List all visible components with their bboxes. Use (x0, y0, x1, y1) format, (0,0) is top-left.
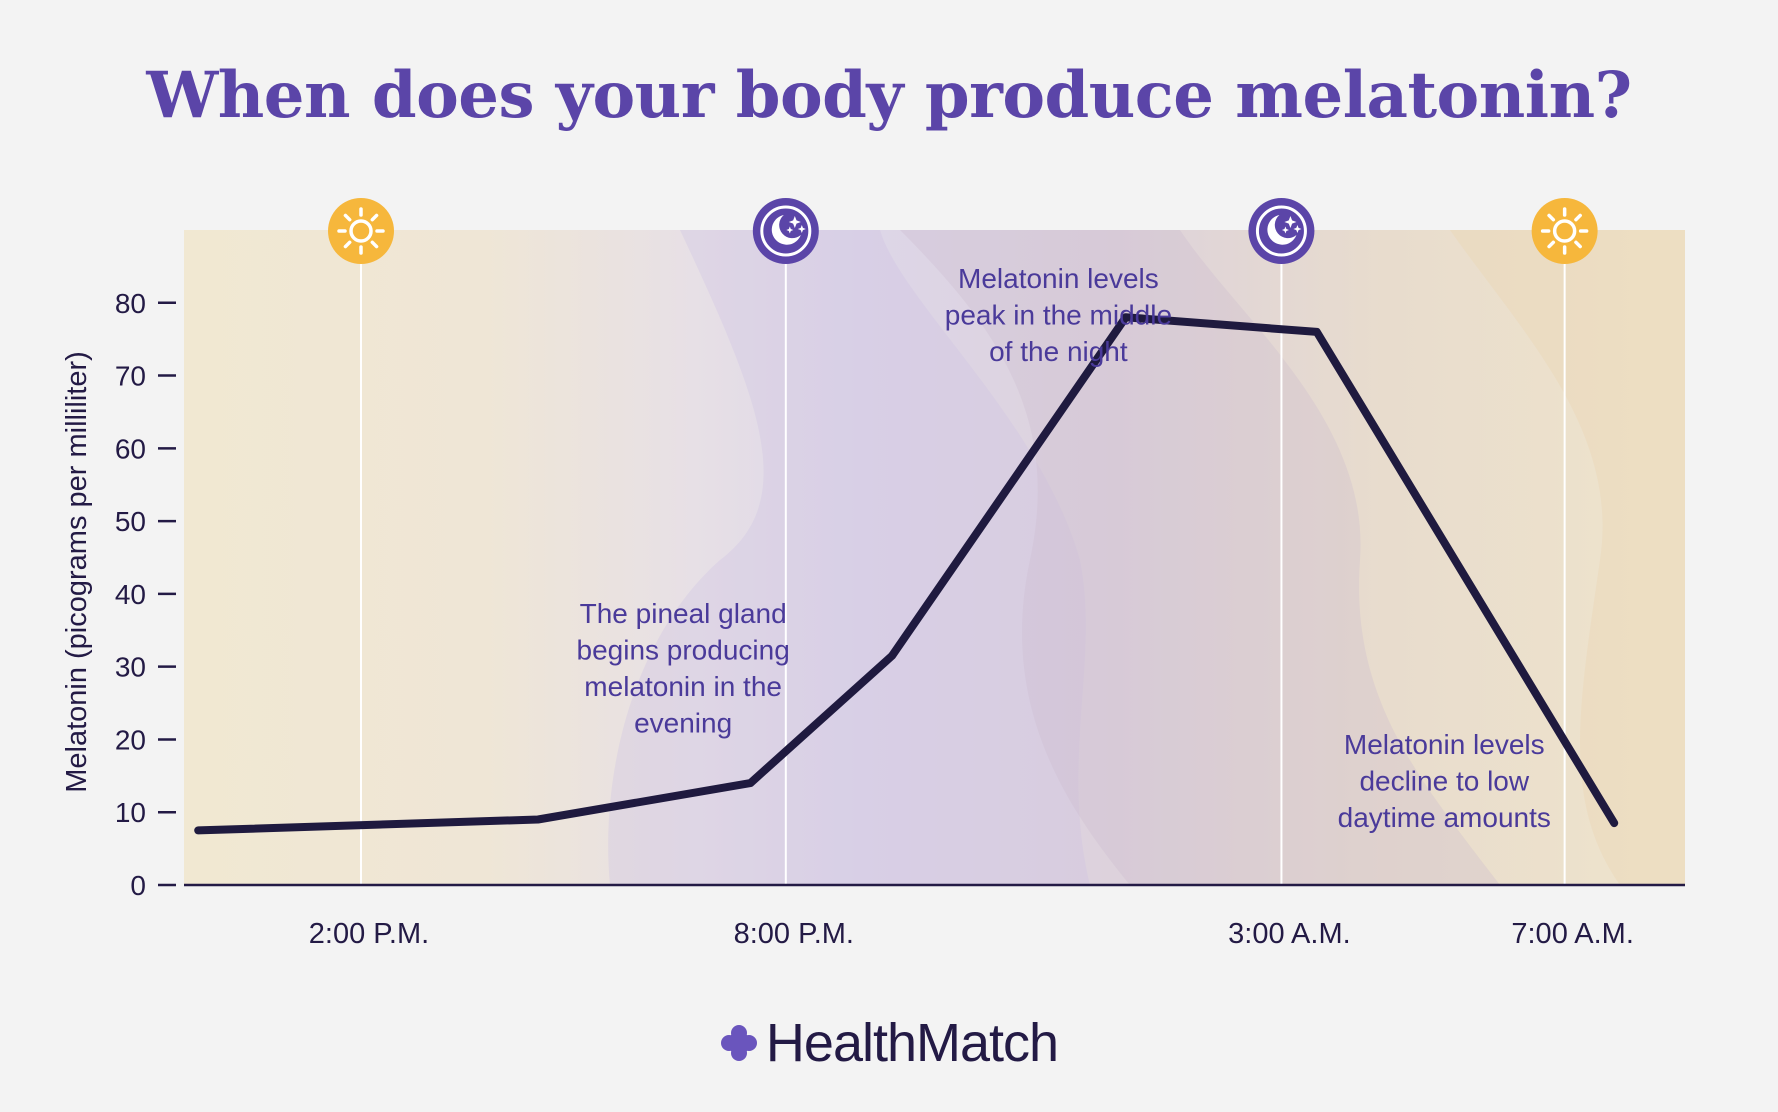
sun-icon-core (349, 219, 373, 243)
moon-stars-icon (752, 198, 819, 264)
star-glyph (1281, 226, 1289, 234)
annotation-line: Melatonin levels (958, 263, 1159, 294)
sun-icon-ray (370, 240, 379, 249)
y-axis-label: Melatonin (picograms per milliliter) (61, 351, 93, 793)
annotation-line: The pineal gland (580, 598, 787, 629)
healthmatch-logo: HealthMatch (0, 1012, 1778, 1074)
moon-stars-icon (1248, 198, 1315, 264)
y-tick-label: 40 (115, 579, 146, 610)
annotation-line: melatonin in the (584, 671, 782, 702)
moon-icon-ring (1255, 205, 1307, 257)
x-tick-label: 2:00 P.M. (309, 918, 429, 950)
annotation-line: decline to low (1359, 766, 1529, 797)
annotation-line: begins producing (577, 635, 790, 666)
sun-icon (328, 198, 395, 264)
annotation-peak: Melatonin levels peak in the middle of the… (945, 263, 1172, 367)
page-title: When does your body produce melatonin? (146, 58, 1632, 133)
y-tick-label: 50 (115, 506, 146, 537)
sun-icon (1531, 198, 1598, 264)
panel-wave-mauve (900, 230, 1500, 885)
sun-icon-ray (1574, 213, 1582, 222)
annotation-line: Melatonin levels (1344, 729, 1545, 760)
y-tick-label: 80 (115, 288, 146, 319)
sun-icon-ray (343, 240, 352, 249)
star-glyph (1293, 225, 1302, 233)
y-tick-label: 60 (115, 433, 146, 464)
y-tick-label: 30 (115, 652, 146, 683)
x-tick-label: 8:00 P.M. (734, 918, 854, 950)
sun-icon-ray (343, 213, 352, 222)
annotation-line: daytime amounts (1338, 802, 1551, 833)
y-tick-label: 10 (115, 797, 146, 828)
annotation-decline: Melatonin levels decline to low daytime am… (1338, 729, 1551, 833)
panel-wave-warm (1450, 230, 1685, 885)
star-glyph (788, 216, 801, 228)
x-tick-label: 3:00 A.M. (1228, 918, 1351, 950)
moon-crescent (1267, 215, 1297, 245)
sun-icon-ray (1547, 240, 1556, 249)
star-glyph (786, 226, 794, 234)
sun-icon-ray (1574, 240, 1582, 249)
annotation-line: of the night (989, 336, 1128, 367)
sun-icon-ray (370, 213, 379, 222)
star-glyph (797, 225, 806, 233)
y-tick-label: 70 (115, 361, 146, 392)
annotation-evening: The pineal gland begins producing melatoni… (577, 598, 790, 739)
sun-icon-ray (1547, 213, 1556, 222)
y-tick-label: 20 (115, 724, 146, 755)
star-glyph (1284, 216, 1297, 228)
chart-panel (184, 230, 1685, 885)
y-tick-label: 0 (130, 870, 146, 901)
panel-wave-purple (608, 230, 1090, 885)
melatonin-line (194, 313, 1619, 835)
sun-icon-core (1552, 219, 1577, 243)
annotation-line: peak in the middle (945, 300, 1172, 331)
plus-cross-logo-icon (720, 1025, 757, 1061)
x-tick-label: 7:00 A.M. (1511, 918, 1634, 950)
moon-crescent (771, 215, 801, 245)
moon-icon-ring (760, 205, 812, 257)
annotation-line: evening (634, 708, 732, 739)
brand-name: HealthMatch (765, 1013, 1059, 1073)
